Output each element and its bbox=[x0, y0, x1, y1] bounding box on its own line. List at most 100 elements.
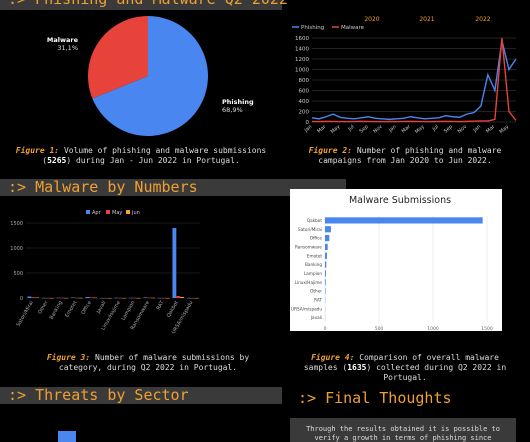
bar bbox=[56, 297, 61, 299]
caption-number: 1635 bbox=[347, 363, 367, 372]
bar bbox=[74, 297, 79, 299]
caption-label: Figure 2: bbox=[308, 146, 353, 155]
page-title: :> Phishing and Malware Q2 2022 bbox=[8, 0, 288, 8]
caption-text: Number of phishing and malware campaigns… bbox=[318, 146, 507, 165]
bar bbox=[103, 298, 108, 299]
section-title: :> Malware by Numbers bbox=[8, 178, 198, 196]
y-tick-label: 200 bbox=[299, 110, 310, 116]
legend-label: Apr bbox=[92, 210, 102, 216]
y-tick-label: Satori/Mirai bbox=[298, 227, 322, 232]
x-tick-label: Banking bbox=[49, 300, 64, 321]
line-series bbox=[311, 40, 517, 121]
x-tick-label: Nov bbox=[372, 124, 383, 135]
legend-label: Malware bbox=[341, 25, 365, 31]
y-tick-label: 1000 bbox=[10, 246, 23, 252]
x-tick-label: May bbox=[498, 124, 510, 135]
caption: Figure 1: Volume of phishing and malware… bbox=[10, 146, 272, 166]
bar bbox=[325, 243, 328, 251]
x-tick-label: Other bbox=[37, 299, 50, 315]
bar bbox=[89, 297, 94, 298]
bar bbox=[325, 234, 330, 242]
section-bar bbox=[0, 387, 282, 404]
y-tick-label: Emotet bbox=[307, 253, 323, 258]
year-annotation: 2021 bbox=[419, 16, 434, 23]
legend-label: May bbox=[112, 210, 122, 216]
bar bbox=[118, 297, 123, 299]
y-tick-label: Ransomware bbox=[295, 244, 322, 249]
y-tick-label: 1000 bbox=[295, 68, 309, 74]
y-tick-label: URSA/mispadu bbox=[291, 306, 322, 311]
x-tick-label: Jul bbox=[431, 124, 440, 133]
x-tick-label: Jul bbox=[346, 124, 355, 133]
caption: Figure 2: Number of phishing and malware… bbox=[290, 146, 520, 166]
x-tick-label: May bbox=[414, 124, 426, 135]
x-tick-label: 0 bbox=[324, 326, 327, 332]
pie-slice bbox=[87, 16, 148, 99]
caption-text: Comparison of overall malware samples ( bbox=[303, 353, 504, 372]
x-tick-label: 500 bbox=[375, 326, 384, 332]
year-annotation: 2020 bbox=[364, 16, 379, 23]
slice-value: 68,9% bbox=[222, 106, 243, 114]
x-tick-label: Jan bbox=[387, 124, 398, 134]
bar bbox=[93, 297, 98, 299]
bar bbox=[31, 297, 36, 298]
x-tick-label: Mar bbox=[485, 123, 497, 134]
chart-panel bbox=[290, 189, 502, 331]
caption-label: Figure 1: bbox=[15, 146, 60, 155]
bar bbox=[45, 297, 50, 299]
pie-slice bbox=[92, 16, 208, 136]
x-tick-label: Nov bbox=[457, 124, 468, 135]
legend-label: Phishing bbox=[301, 25, 324, 31]
bar bbox=[190, 298, 195, 299]
final-text: Through the results obtained it is possi… bbox=[306, 425, 500, 442]
slice-label: Phishing bbox=[222, 98, 254, 106]
bar bbox=[172, 228, 177, 298]
bar bbox=[70, 297, 75, 298]
line-series bbox=[311, 37, 517, 123]
caption: Figure 3: Number of malware submissions … bbox=[30, 353, 266, 373]
x-tick-label: May bbox=[330, 124, 342, 135]
y-tick-label: 0 bbox=[306, 120, 310, 126]
bar bbox=[35, 297, 40, 298]
y-tick-label: Other bbox=[310, 289, 322, 294]
y-tick-label: 400 bbox=[299, 99, 310, 105]
sector-bar-preview bbox=[58, 431, 76, 442]
legend-label: Jun bbox=[131, 210, 140, 216]
x-tick-label: Satori/Mirai bbox=[15, 300, 35, 328]
bar bbox=[143, 297, 148, 298]
caption-text: ) during Jan - Jun 2022 in Portugal. bbox=[66, 156, 240, 165]
x-tick-label: Jan bbox=[472, 124, 483, 134]
y-tick-label: 500 bbox=[13, 271, 23, 277]
x-tick-label: Qakbot bbox=[166, 300, 180, 319]
bar bbox=[107, 298, 112, 299]
bar bbox=[128, 297, 133, 299]
y-tick-label: Office bbox=[310, 236, 323, 241]
bar bbox=[99, 297, 104, 299]
x-tick-label: Office bbox=[80, 300, 93, 316]
bar bbox=[176, 296, 181, 298]
bar bbox=[157, 297, 162, 299]
bar bbox=[132, 297, 137, 299]
bar bbox=[165, 298, 170, 299]
chart-title: Malware Submissions bbox=[349, 195, 451, 206]
caption-label: Figure 4: bbox=[311, 353, 355, 362]
bar bbox=[325, 226, 331, 233]
y-tick-label: RAT bbox=[314, 297, 322, 302]
x-tick-label: Javali bbox=[95, 300, 107, 315]
bar bbox=[136, 297, 141, 299]
y-tick-label: 0 bbox=[20, 296, 23, 302]
bar bbox=[85, 297, 90, 298]
bar bbox=[325, 287, 326, 295]
bar bbox=[60, 297, 65, 299]
header-bar bbox=[0, 0, 282, 10]
x-tick-label: RAT bbox=[156, 299, 166, 311]
y-tick-label: 1600 bbox=[295, 36, 309, 42]
y-tick-label: Banking bbox=[305, 262, 322, 267]
final-box: Through the results obtained it is possi… bbox=[290, 418, 516, 442]
caption-label: Figure 3: bbox=[46, 353, 91, 362]
caption-number: 5265 bbox=[47, 156, 67, 165]
bar bbox=[325, 252, 327, 259]
x-tick-label: Sep bbox=[358, 124, 369, 135]
